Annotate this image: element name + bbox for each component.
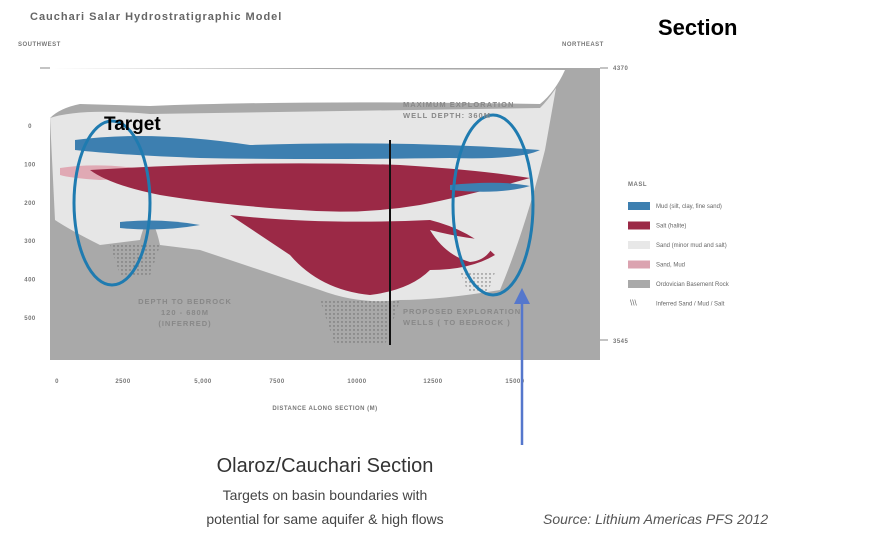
- legend-title: MASL: [628, 182, 647, 188]
- distance-label: 0: [55, 379, 59, 385]
- elevation-label: 3545: [613, 339, 629, 345]
- legend-item: Inferred Sand / Mud / Salt: [656, 302, 725, 308]
- northeast: NORTHEAST: [562, 42, 604, 48]
- target-label: Target: [104, 114, 161, 135]
- depth-label: 500: [24, 316, 36, 322]
- source: Source: Lithium Americas PFS 2012: [543, 511, 768, 527]
- section-heading: Section: [658, 15, 737, 40]
- legend-swatch: \\\: [630, 299, 637, 308]
- bedrock-note: DEPTH TO BEDROCK: [138, 297, 232, 306]
- depth-label: 100: [24, 162, 36, 168]
- distance-label: 2500: [115, 379, 131, 385]
- legend-item: Mud (silt, clay, fine sand): [656, 204, 722, 210]
- slide: Cauchari Salar Hydrostratigraphic Model …: [0, 0, 869, 533]
- distance-label: 7500: [269, 379, 285, 385]
- legend-item: Ordovician Basement Rock: [656, 282, 730, 288]
- depth-label: 200: [24, 201, 36, 207]
- legend-swatch: [628, 202, 650, 210]
- depth-label: 300: [24, 239, 36, 245]
- southwest: SOUTHWEST: [18, 42, 61, 48]
- x-axis-title: DISTANCE ALONG SECTION (M): [272, 406, 377, 412]
- depth-label: 400: [24, 278, 36, 284]
- distance-label: 5,000: [194, 379, 212, 385]
- caption-title: Olaroz/Cauchari Section: [217, 455, 434, 477]
- legend-item: Sand, Mud: [656, 263, 685, 269]
- distance-label: 10000: [347, 379, 366, 385]
- max-depth-note: WELL DEPTH: 360M: [403, 111, 491, 120]
- caption-line: potential for same aquifer & high flows: [206, 511, 443, 527]
- legend-item: Sand (minor mud and salt): [656, 243, 727, 249]
- elevation-label: 4370: [613, 66, 629, 72]
- title: Cauchari Salar Hydrostratigraphic Model: [30, 11, 282, 23]
- max-depth-note: MAXIMUM EXPLORATION: [403, 100, 514, 109]
- distance-label: 12500: [423, 379, 442, 385]
- bedrock-note: (INFERRED): [158, 319, 211, 328]
- legend-swatch: [628, 241, 650, 249]
- legend-swatch: [628, 222, 650, 230]
- legend-swatch: [628, 280, 650, 288]
- wells-note: WELLS ( TO BEDROCK ): [403, 318, 511, 327]
- bedrock-note: 120 - 680M: [161, 308, 209, 317]
- legend-item: Salt (halite): [656, 224, 686, 230]
- wells-note: PROPOSED EXPLORATION: [403, 307, 521, 316]
- caption-line: Targets on basin boundaries with: [223, 487, 428, 503]
- legend-swatch: [628, 261, 650, 269]
- depth-label: 0: [28, 124, 32, 130]
